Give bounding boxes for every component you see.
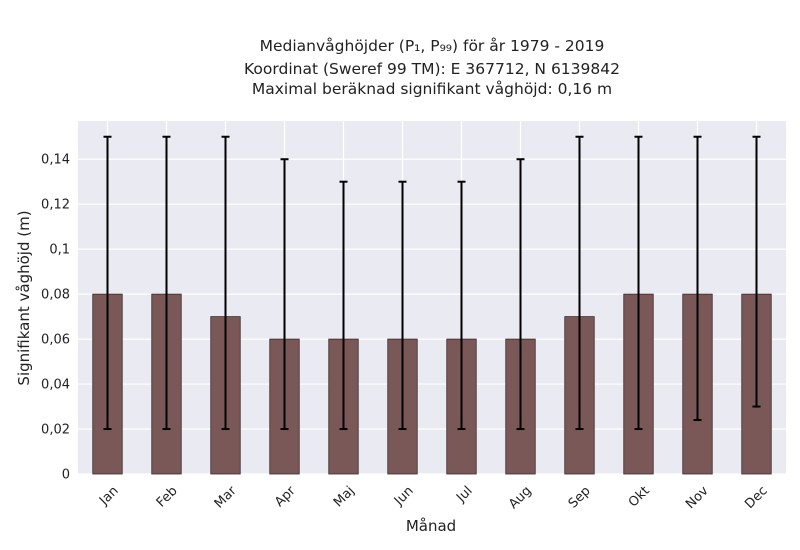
y-axis-label: Signifikant våghöjd (m)	[15, 210, 33, 385]
y-tick-label: 0	[62, 468, 70, 483]
x-tick-label: Sep	[566, 484, 594, 512]
y-tick-label: 0,12	[41, 198, 70, 213]
error-bar-apr	[280, 158, 289, 431]
error-bar-jan	[103, 135, 112, 431]
x-tick-label: Nov	[683, 483, 712, 512]
x-tick-label: Jun	[391, 484, 417, 510]
x-tick-label: Feb	[154, 484, 181, 511]
error-bar-maj	[339, 180, 348, 431]
y-tick-label: 0,06	[41, 333, 70, 348]
x-tick-label: Apr	[272, 483, 299, 510]
title-line-1: Medianvåghöjder (P₁, P₉₉) för år 1979 - …	[260, 37, 605, 55]
y-tick-label: 0,08	[41, 288, 70, 303]
title-line-2: Koordinat (Sweref 99 TM): E 367712, N 61…	[244, 60, 620, 78]
y-axis-ticks: 0 0,02 0,04 0,06 0,08 0,1 0,12 0,14	[41, 153, 70, 483]
error-bar-nov	[693, 135, 702, 422]
error-bar-jul	[457, 180, 466, 431]
x-tick-label: Aug	[506, 484, 535, 513]
error-bar-feb	[162, 135, 171, 431]
y-tick-label: 0,04	[41, 378, 70, 393]
error-bars	[103, 135, 761, 431]
error-bar-dec	[752, 135, 761, 408]
x-axis-label: Månad	[406, 517, 456, 535]
error-bar-jun	[398, 180, 407, 431]
error-bar-sep	[575, 135, 584, 431]
chart-title: Medianvåghöjder (P₁, P₉₉) för år 1979 - …	[244, 37, 620, 98]
y-tick-label: 0,1	[49, 243, 70, 258]
x-tick-label: Maj	[331, 484, 358, 511]
x-tick-label: Jan	[96, 484, 121, 509]
error-bar-okt	[634, 135, 643, 431]
x-tick-label: Jul	[453, 484, 475, 506]
x-tick-label: Mar	[212, 483, 240, 511]
x-axis-ticks: Jan Feb Mar Apr Maj Jun Jul Aug Sep Okt Nov Dec	[96, 483, 770, 512]
y-tick-label: 0,14	[41, 153, 70, 168]
plot-area	[78, 121, 786, 474]
error-bar-aug	[516, 158, 525, 431]
title-line-3: Maximal beräknad signifikant våghöjd: 0,…	[252, 80, 612, 98]
x-tick-label: Dec	[742, 484, 770, 512]
y-tick-label: 0,02	[41, 423, 70, 438]
error-bar-mar	[221, 135, 230, 431]
x-tick-label: Okt	[626, 484, 653, 511]
